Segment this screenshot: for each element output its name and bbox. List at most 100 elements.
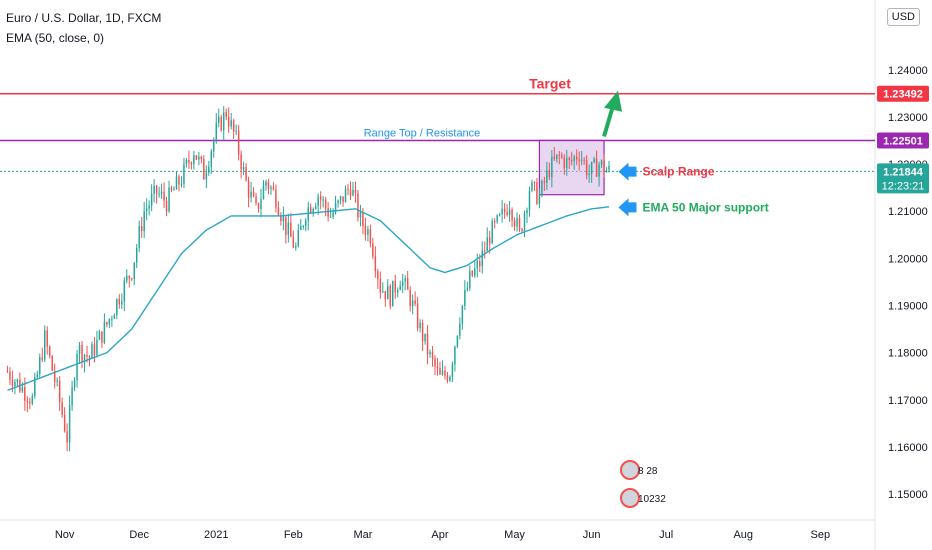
candle-up bbox=[508, 209, 511, 216]
candle-up bbox=[210, 151, 213, 167]
candle-up bbox=[265, 181, 267, 186]
candle-up bbox=[108, 318, 111, 325]
candle-down bbox=[24, 387, 26, 401]
candle-down bbox=[548, 170, 551, 178]
candle-down bbox=[275, 189, 277, 208]
candle-down bbox=[347, 188, 349, 190]
candle-down bbox=[426, 333, 429, 355]
candle-down bbox=[106, 322, 108, 325]
x-tick-label: May bbox=[504, 529, 525, 541]
candles bbox=[6, 106, 610, 452]
candle-down bbox=[563, 157, 566, 169]
candle-up bbox=[451, 364, 454, 377]
candle-down bbox=[165, 200, 168, 212]
candle-down bbox=[377, 271, 379, 280]
candle-up bbox=[153, 185, 155, 194]
candle-up bbox=[608, 165, 610, 170]
candle-up bbox=[198, 156, 200, 160]
ema-support-arrow bbox=[618, 198, 637, 217]
candle-down bbox=[6, 371, 9, 373]
candle-up bbox=[367, 229, 369, 235]
candle-down bbox=[190, 162, 193, 165]
indicator-title[interactable]: EMA (50, close, 0) bbox=[6, 31, 105, 45]
candle-down bbox=[483, 250, 486, 252]
candle-down bbox=[488, 237, 491, 244]
candle-down bbox=[203, 159, 205, 180]
candle-down bbox=[471, 270, 474, 276]
currency-button[interactable]: USD bbox=[886, 8, 920, 26]
candle-up bbox=[287, 222, 290, 235]
candle-up bbox=[344, 188, 347, 203]
candle-down bbox=[479, 261, 481, 267]
candle-down bbox=[195, 155, 198, 160]
candle-down bbox=[51, 355, 53, 371]
candle-down bbox=[439, 367, 441, 375]
candle-up bbox=[598, 164, 600, 177]
candle-up bbox=[523, 213, 526, 231]
candle-down bbox=[255, 196, 257, 203]
candle-up bbox=[546, 170, 548, 183]
scalp-range-label: Scalp Range bbox=[642, 165, 714, 179]
candle-up bbox=[387, 285, 389, 300]
candle-up bbox=[218, 116, 220, 123]
candle-down bbox=[232, 120, 235, 132]
candle-up bbox=[21, 387, 24, 392]
candle-down bbox=[436, 366, 439, 368]
ema-50-line bbox=[7, 206, 610, 392]
candle-up bbox=[588, 174, 590, 176]
event-badge-1-flag bbox=[620, 460, 640, 480]
y-tick-label: 1.16000 bbox=[888, 442, 928, 454]
symbol-title[interactable]: Euro / U.S. Dollar, 1D, FXCM bbox=[6, 11, 162, 25]
candle-down bbox=[416, 303, 419, 329]
candle-down bbox=[493, 220, 496, 222]
candle-up bbox=[56, 380, 58, 382]
candle-up bbox=[205, 172, 208, 180]
candle-up bbox=[270, 187, 272, 189]
candle-up bbox=[143, 211, 145, 232]
candle-up bbox=[68, 405, 71, 443]
candle-up bbox=[282, 216, 285, 222]
candle-down bbox=[280, 215, 282, 222]
candle-down bbox=[558, 154, 561, 156]
candle-up bbox=[337, 200, 339, 203]
candle-down bbox=[252, 191, 255, 197]
y-tick-label: 1.15000 bbox=[888, 489, 928, 501]
y-tick-label: 1.23000 bbox=[888, 112, 928, 124]
candle-down bbox=[26, 400, 29, 403]
candle-up bbox=[329, 216, 332, 218]
candle-up bbox=[382, 291, 384, 293]
candle-down bbox=[521, 229, 523, 231]
horizontal-levels bbox=[0, 92, 875, 172]
candle-up bbox=[312, 208, 314, 214]
candle-down bbox=[327, 208, 329, 217]
candle-up bbox=[133, 262, 135, 279]
candle-up bbox=[183, 163, 185, 184]
candle-up bbox=[113, 315, 116, 319]
candle-up bbox=[208, 166, 210, 173]
candle-down bbox=[446, 375, 449, 381]
candle-down bbox=[364, 225, 367, 235]
candle-down bbox=[155, 185, 158, 194]
candle-down bbox=[570, 160, 573, 162]
candle-up bbox=[314, 206, 317, 209]
candle-up bbox=[396, 290, 399, 293]
candle-up bbox=[401, 281, 404, 286]
bar-countdown: 12:23:21 bbox=[882, 180, 925, 192]
candle-up bbox=[456, 335, 459, 347]
current-price-tag bbox=[877, 163, 929, 194]
candle-up bbox=[429, 351, 431, 355]
candle-down bbox=[414, 300, 416, 304]
candle-up bbox=[461, 305, 464, 324]
x-tick-label: Nov bbox=[55, 529, 75, 541]
target-price-label: 1.23492 bbox=[883, 89, 923, 101]
candle-up bbox=[305, 220, 307, 227]
y-tick-label: 1.21000 bbox=[888, 206, 928, 218]
candle-up bbox=[573, 156, 575, 162]
x-tick-label: Mar bbox=[353, 529, 372, 541]
candle-up bbox=[16, 379, 19, 382]
candle-up bbox=[230, 120, 232, 127]
candle-down bbox=[237, 130, 240, 155]
candle-up bbox=[168, 187, 170, 212]
candle-down bbox=[63, 414, 66, 432]
